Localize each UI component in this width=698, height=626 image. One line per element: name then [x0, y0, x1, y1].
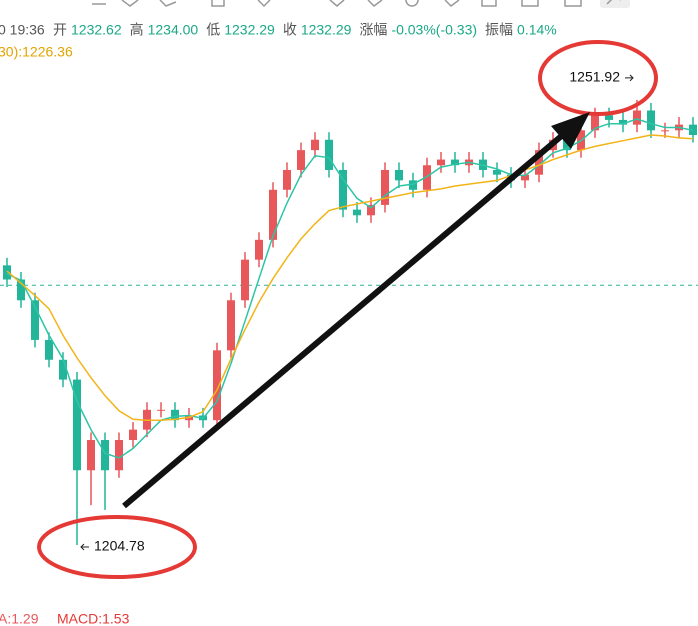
field-label: 低	[206, 22, 220, 38]
candle-body	[73, 379, 81, 471]
candle-body	[395, 169, 403, 181]
time: 0 19:36	[0, 22, 45, 38]
candle-body	[619, 119, 627, 125]
candle-body	[31, 300, 39, 340]
moving-average-line	[6, 118, 694, 459]
header: 0 19:36 开 1232.62 高 1234.00 低 1232.29 收 1232.29…	[0, 22, 557, 38]
candle-body	[647, 110, 655, 131]
candle-body	[87, 440, 95, 471]
pointer-arrow	[80, 543, 89, 551]
candle-body	[101, 440, 109, 471]
price-annotation: 1251.92	[569, 69, 620, 85]
moving-average-line	[6, 134, 694, 421]
candle-body	[213, 350, 221, 421]
candle-body	[3, 265, 11, 280]
icon	[121, 0, 139, 7]
field-label: 收	[283, 22, 297, 38]
candle-body	[17, 279, 25, 301]
field-value: 1232.29	[301, 22, 352, 38]
candle-body	[283, 169, 291, 190]
field-value: 1232.29	[224, 22, 275, 38]
candle-body	[409, 180, 417, 190]
candle-body	[115, 440, 123, 471]
icon	[564, 0, 582, 7]
candle-body	[227, 300, 235, 351]
candle-body	[437, 159, 445, 166]
candle-body	[297, 150, 305, 170]
indicator-label: A:1.29	[0, 611, 39, 626]
field-value: 1232.62	[71, 22, 122, 38]
icon	[600, 0, 630, 8]
candle-body	[269, 189, 277, 240]
candle-body	[661, 130, 669, 132]
candle-body	[451, 159, 459, 166]
toolbar-icons	[92, 0, 630, 8]
pointer-arrow	[625, 74, 634, 82]
icon	[606, 0, 621, 5]
candle-body	[171, 409, 179, 421]
icon	[481, 0, 497, 7]
candle-body	[311, 139, 319, 151]
icon	[211, 0, 225, 7]
plot: 1204.78 1251.92	[0, 69, 698, 554]
icon	[159, 0, 177, 7]
candle-body	[493, 169, 501, 175]
arrow-head	[551, 112, 590, 149]
field-value: 1234.00	[148, 22, 199, 38]
field-label: 振幅	[485, 22, 513, 38]
candle-body	[605, 115, 613, 120]
candle-body	[45, 339, 53, 360]
candle-body	[241, 259, 249, 301]
field-label: 高	[130, 22, 144, 38]
candle-body	[59, 359, 67, 380]
candle-body	[367, 204, 375, 216]
candle-body	[353, 209, 361, 216]
ma-label: 30):1226.36	[0, 44, 73, 60]
icon	[257, 0, 271, 8]
candle-body	[563, 139, 571, 151]
highlight-ellipse	[538, 40, 658, 116]
icon	[367, 0, 383, 7]
price-annotation: 1204.78	[94, 538, 145, 554]
candle-body	[591, 115, 599, 131]
icon	[521, 0, 539, 7]
field-value: 0.14%	[517, 22, 557, 38]
candle-body	[255, 239, 263, 260]
candle-body	[129, 429, 137, 441]
highlight-ellipse	[37, 515, 197, 579]
field-value: -0.03%(-0.33)	[391, 22, 477, 38]
icon	[444, 0, 460, 7]
candle-body	[381, 169, 389, 205]
field-label: 涨幅	[359, 22, 387, 38]
macd-label: MACD:1.53	[57, 611, 130, 626]
candle-body	[423, 165, 431, 190]
candle-body	[157, 409, 165, 411]
field-label: 开	[53, 22, 67, 38]
candle-body	[633, 110, 641, 125]
trend-arrow	[122, 130, 567, 509]
candle-body	[521, 174, 529, 181]
candle-body	[535, 150, 543, 175]
icon	[405, 0, 419, 7]
candle-body	[325, 139, 333, 170]
icon	[329, 0, 345, 7]
candle-body	[339, 169, 347, 210]
